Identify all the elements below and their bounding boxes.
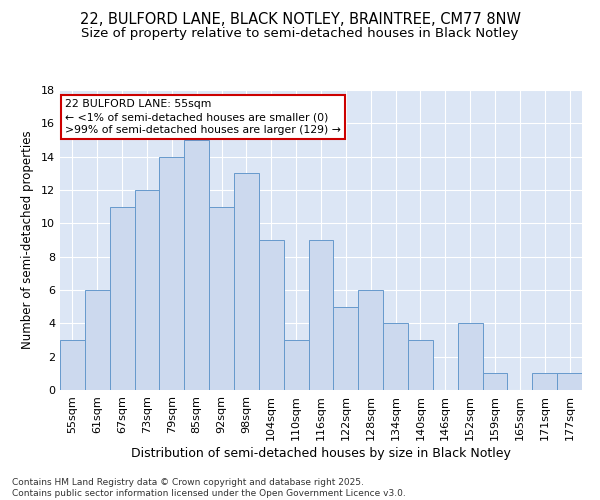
Text: Size of property relative to semi-detached houses in Black Notley: Size of property relative to semi-detach… (82, 28, 518, 40)
Text: Contains HM Land Registry data © Crown copyright and database right 2025.
Contai: Contains HM Land Registry data © Crown c… (12, 478, 406, 498)
Bar (308, 240, 334, 390)
Bar (184, 140, 209, 390)
Text: 22, BULFORD LANE, BLACK NOTLEY, BRAINTREE, CM77 8NW: 22, BULFORD LANE, BLACK NOTLEY, BRAINTRE… (79, 12, 521, 28)
Y-axis label: Number of semi-detached properties: Number of semi-detached properties (21, 130, 34, 350)
Bar (458, 324, 482, 390)
Bar (408, 340, 433, 390)
Bar (284, 340, 308, 390)
Bar (482, 374, 508, 390)
X-axis label: Distribution of semi-detached houses by size in Black Notley: Distribution of semi-detached houses by … (131, 447, 511, 460)
Bar (134, 190, 160, 390)
Bar (532, 374, 557, 390)
Bar (383, 324, 408, 390)
Bar (557, 374, 582, 390)
Bar (160, 156, 184, 390)
Bar (259, 240, 284, 390)
Bar (358, 290, 383, 390)
Bar (209, 206, 234, 390)
Bar (110, 206, 134, 390)
Bar (234, 174, 259, 390)
Bar (334, 306, 358, 390)
Bar (60, 340, 85, 390)
Bar (85, 290, 110, 390)
Text: 22 BULFORD LANE: 55sqm
← <1% of semi-detached houses are smaller (0)
>99% of sem: 22 BULFORD LANE: 55sqm ← <1% of semi-det… (65, 99, 341, 136)
